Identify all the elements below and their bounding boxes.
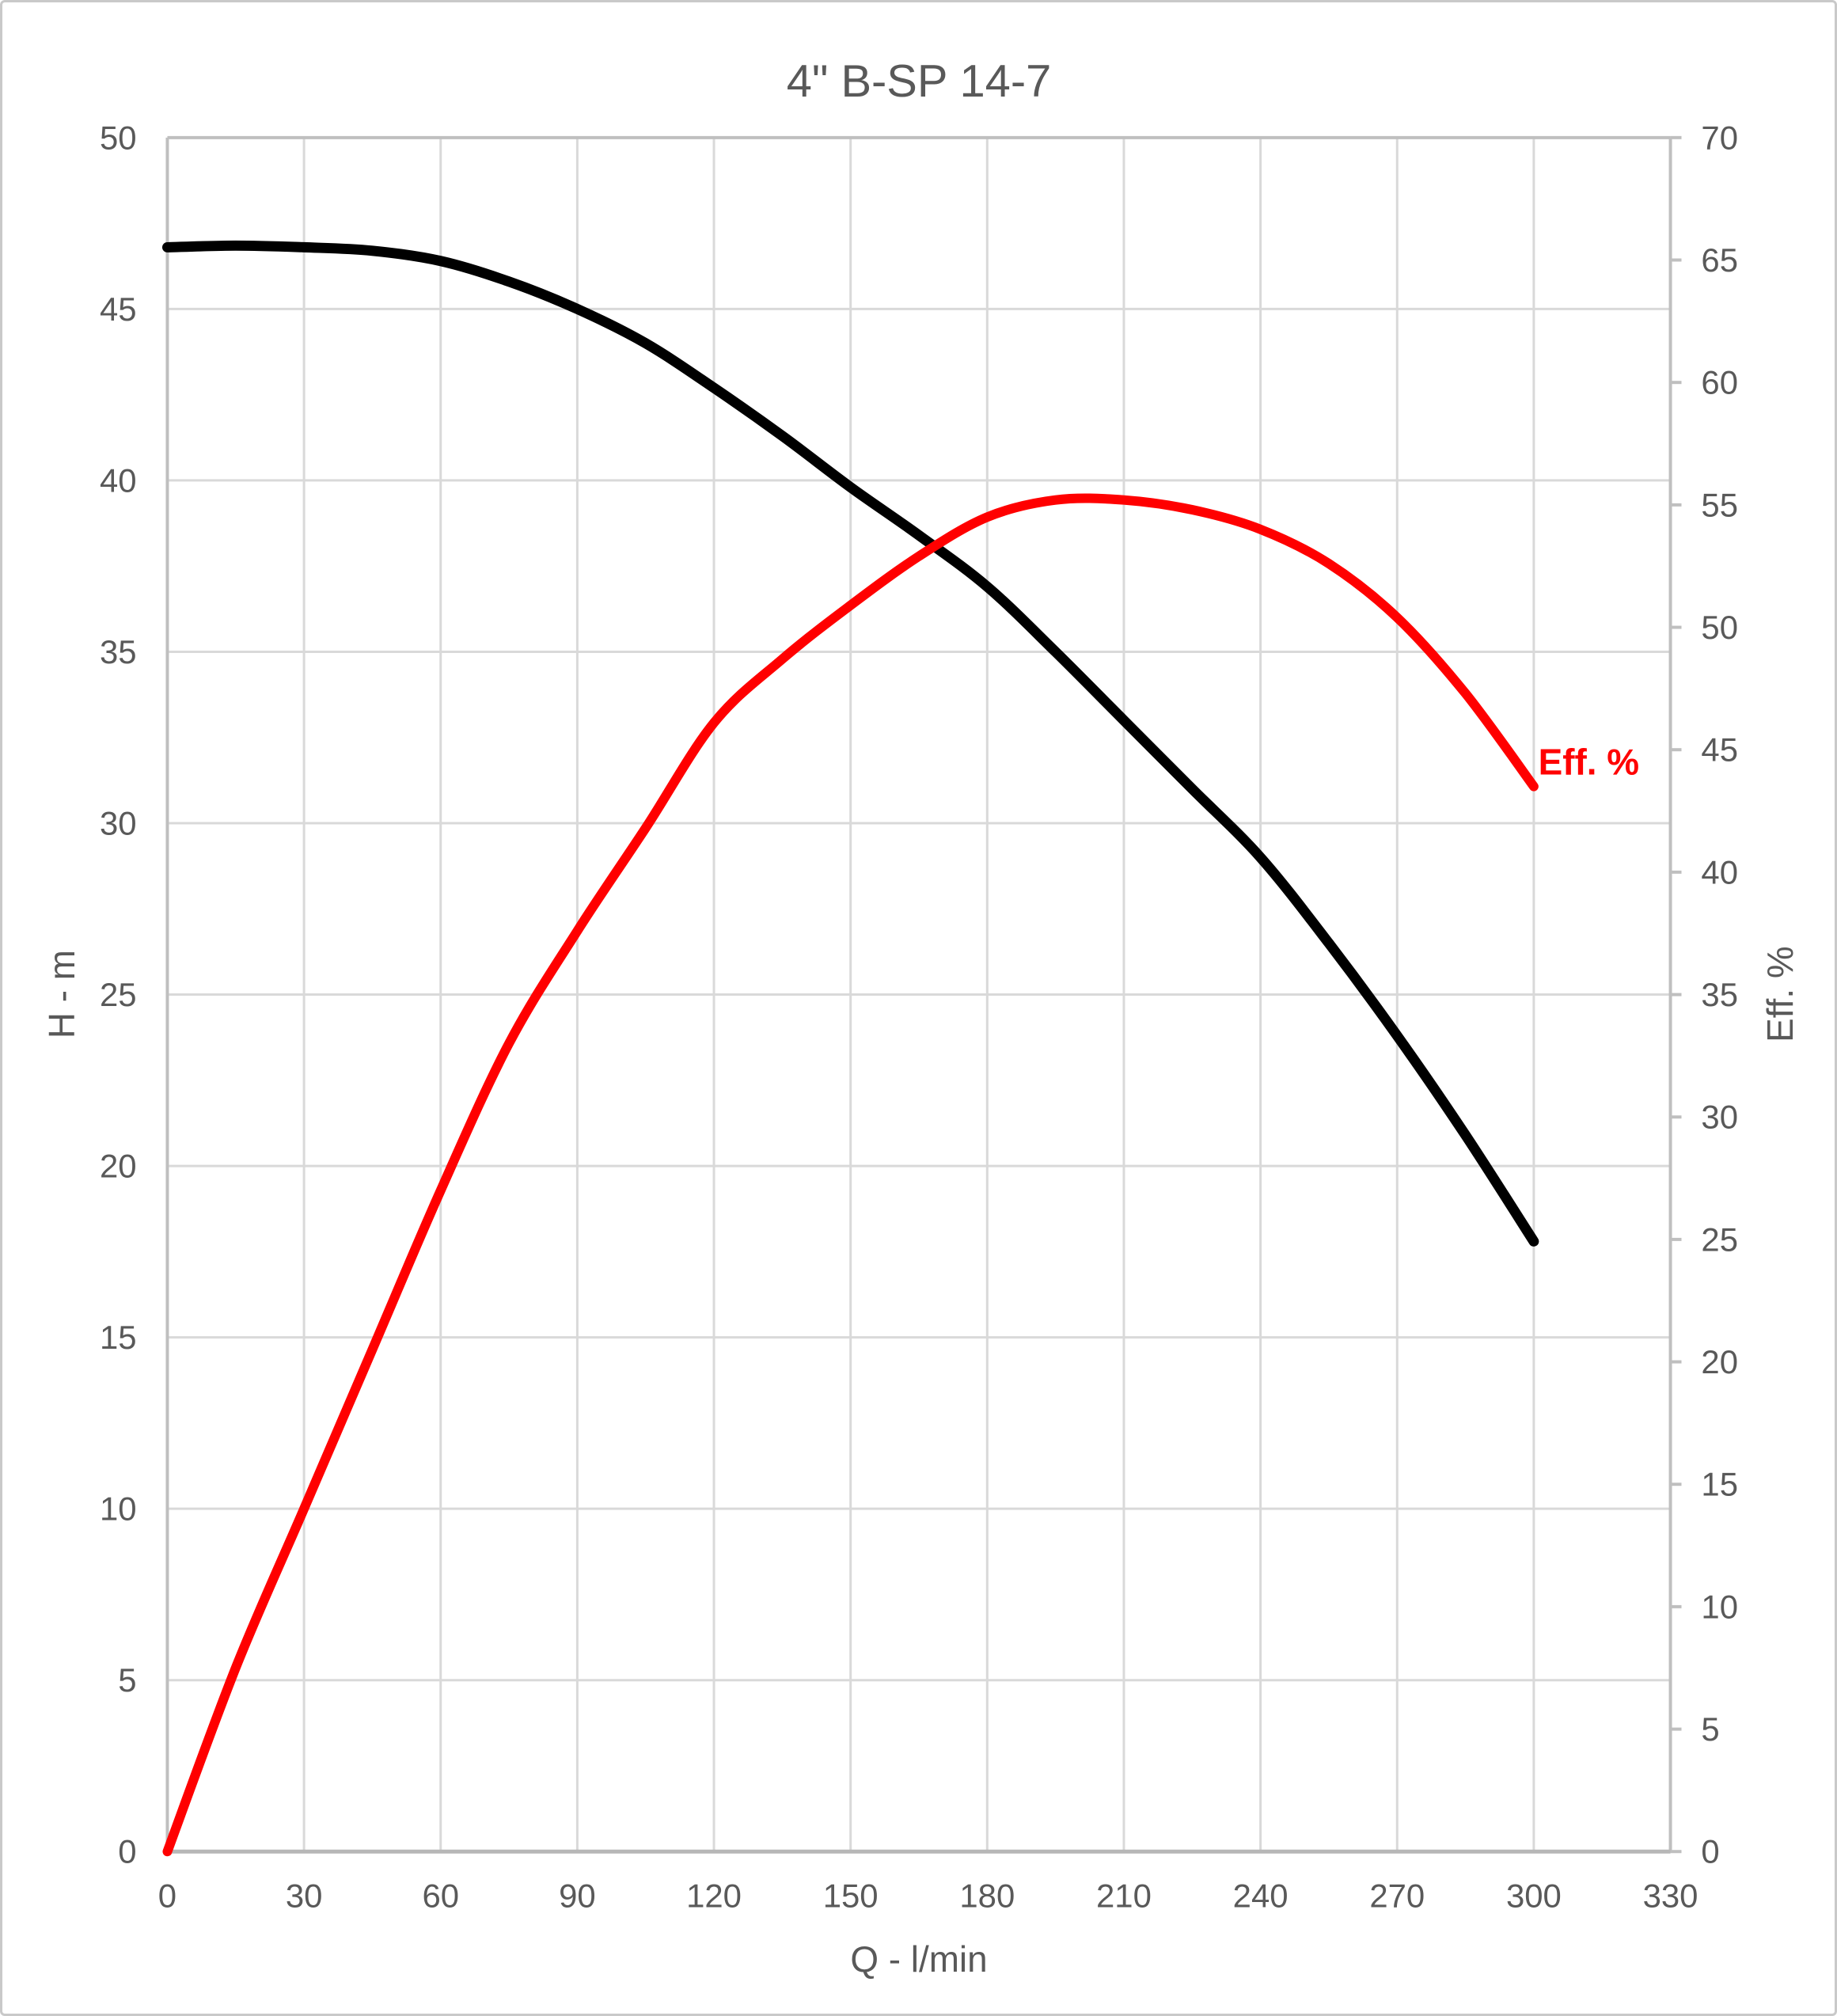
x-tick-label: 90 [559, 1877, 596, 1915]
x-tick-label: 270 [1369, 1877, 1425, 1915]
y-right-tick-label: 55 [1701, 486, 1738, 523]
right-axis-title: Eff. % [1759, 946, 1801, 1042]
y-right-tick-label: 25 [1701, 1221, 1738, 1258]
axis-tick-labels: 0 5 10 15 20 25 30 35 40 45 50 0 5 10 15 20 25 30 35 40 45 50… [100, 119, 1738, 1914]
y-left-tick-label: 50 [100, 119, 137, 156]
y-left-tick-label: 20 [100, 1148, 137, 1185]
y-left-tick-label: 45 [100, 290, 137, 328]
y-right-tick-label: 45 [1701, 731, 1738, 769]
y-right-tick-label: 0 [1701, 1833, 1719, 1870]
efficiency-series-label: Eff. % [1539, 742, 1639, 783]
y-right-tick-label: 50 [1701, 609, 1738, 646]
y-right-tick-label: 60 [1701, 364, 1738, 401]
y-left-tick-label: 25 [100, 976, 137, 1013]
gridlines [167, 137, 1671, 1852]
x-tick-label: 60 [422, 1877, 459, 1915]
y-right-tick-label: 65 [1701, 241, 1738, 279]
x-tick-label: 180 [959, 1877, 1015, 1915]
head-curve [161, 240, 1539, 1247]
x-tick-label: 150 [823, 1877, 879, 1915]
x-tick-label: 210 [1096, 1877, 1152, 1915]
x-tick-label: 30 [286, 1877, 323, 1915]
y-right-tick-label: 20 [1701, 1343, 1738, 1380]
y-right-tick-label: 40 [1701, 853, 1738, 890]
x-tick-label: 240 [1233, 1877, 1289, 1915]
y-left-tick-label: 30 [100, 805, 137, 842]
axis-ticks [1670, 135, 1682, 1854]
x-axis-title: Q - l/min [850, 1938, 987, 1980]
x-tick-label: 120 [686, 1877, 742, 1915]
y-right-tick-label: 15 [1701, 1466, 1738, 1503]
y-left-tick-label: 40 [100, 461, 137, 499]
y-left-tick-label: 0 [118, 1833, 136, 1870]
x-tick-label: 330 [1643, 1877, 1698, 1915]
x-tick-label: 0 [158, 1877, 176, 1915]
y-left-tick-label: 35 [100, 633, 137, 670]
y-left-tick-label: 5 [118, 1661, 136, 1699]
y-right-tick-label: 30 [1701, 1099, 1738, 1136]
left-axis-title: H - m [41, 950, 82, 1038]
x-tick-label: 300 [1506, 1877, 1562, 1915]
efficiency-curve [162, 493, 1539, 1857]
y-right-tick-label: 35 [1701, 976, 1738, 1013]
chart-title: 4" B-SP 14-7 [787, 56, 1052, 107]
y-right-tick-label: 70 [1701, 119, 1738, 156]
y-left-tick-label: 10 [100, 1490, 137, 1528]
y-right-tick-label: 5 [1701, 1710, 1719, 1748]
y-left-tick-label: 15 [100, 1319, 137, 1356]
y-right-tick-label: 10 [1701, 1588, 1738, 1625]
